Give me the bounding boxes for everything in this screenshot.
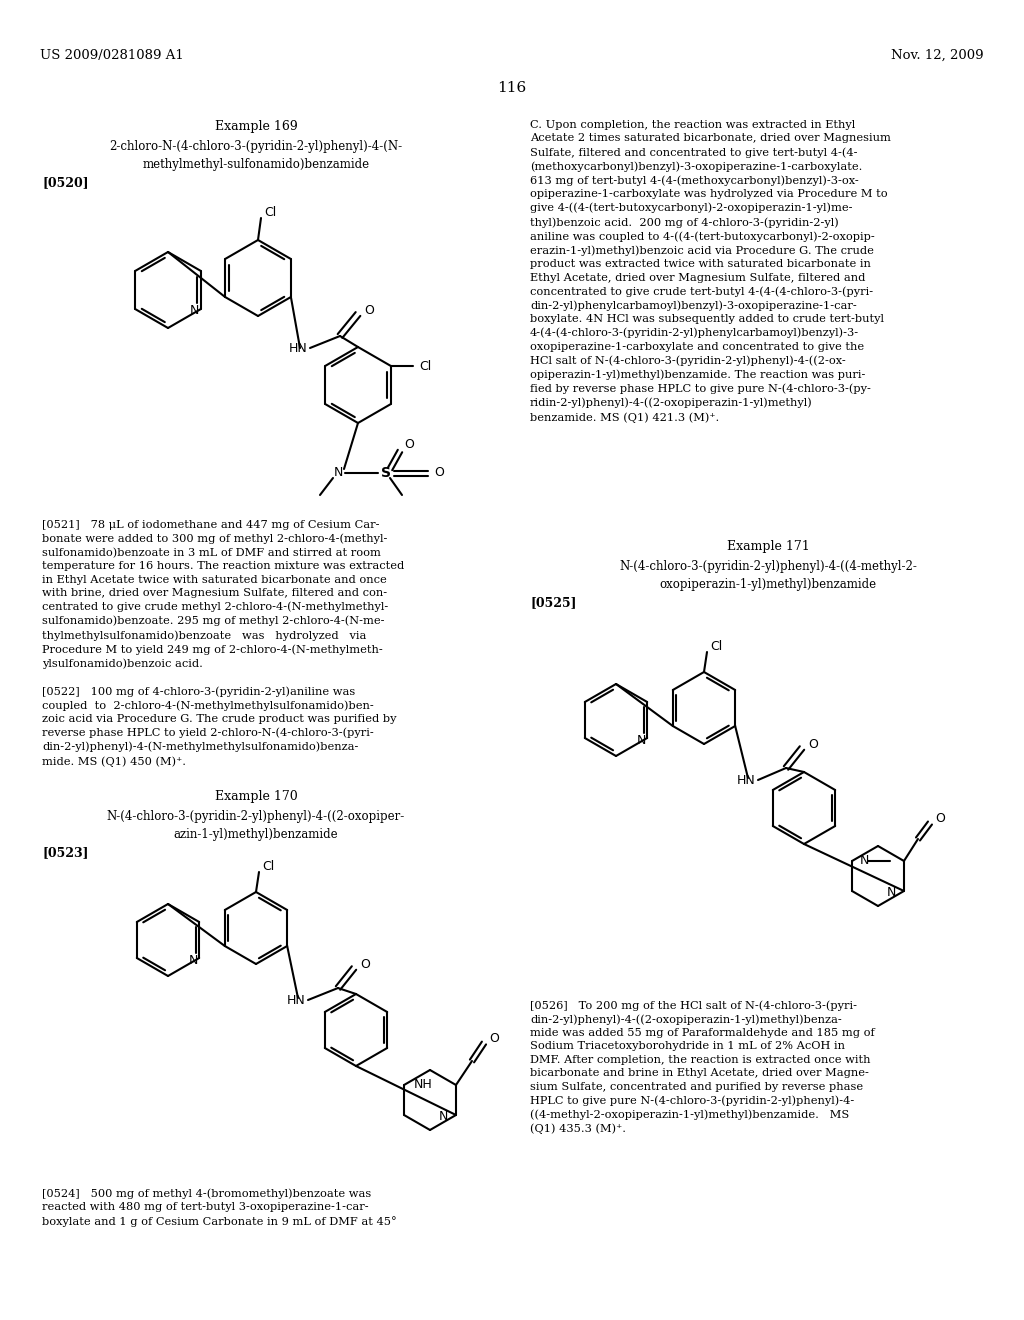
Text: Cl: Cl xyxy=(710,639,722,652)
Text: Example 171: Example 171 xyxy=(727,540,809,553)
Text: Nov. 12, 2009: Nov. 12, 2009 xyxy=(891,49,984,62)
Text: S: S xyxy=(381,466,391,480)
Text: O: O xyxy=(489,1032,499,1045)
Text: HN: HN xyxy=(737,774,756,787)
Text: O: O xyxy=(935,813,945,825)
Text: O: O xyxy=(404,438,414,451)
Text: Example 169: Example 169 xyxy=(215,120,297,133)
Text: azin-1-yl)methyl)benzamide: azin-1-yl)methyl)benzamide xyxy=(174,828,338,841)
Text: O: O xyxy=(808,738,818,751)
Text: N-(4-chloro-3-(pyridin-2-yl)phenyl)-4-((2-oxopiper-: N-(4-chloro-3-(pyridin-2-yl)phenyl)-4-((… xyxy=(106,810,406,822)
Text: O: O xyxy=(434,466,443,479)
Text: Cl: Cl xyxy=(262,859,274,873)
Text: 116: 116 xyxy=(498,81,526,95)
Text: C. Upon completion, the reaction was extracted in Ethyl
Acetate 2 times saturate: C. Upon completion, the reaction was ext… xyxy=(530,120,891,422)
Text: US 2009/0281089 A1: US 2009/0281089 A1 xyxy=(40,49,183,62)
Text: O: O xyxy=(360,957,370,970)
Text: [0525]: [0525] xyxy=(530,597,577,609)
Text: N-(4-chloro-3-(pyridin-2-yl)phenyl)-4-((4-methyl-2-: N-(4-chloro-3-(pyridin-2-yl)phenyl)-4-((… xyxy=(620,560,916,573)
Text: [0524]   500 mg of methyl 4-(bromomethyl)benzoate was
reacted with 480 mg of ter: [0524] 500 mg of methyl 4-(bromomethyl)b… xyxy=(42,1188,396,1226)
Text: N: N xyxy=(860,854,869,867)
Text: HN: HN xyxy=(289,342,308,355)
Text: [0521]   78 μL of iodomethane and 447 mg of Cesium Car-
bonate were added to 300: [0521] 78 μL of iodomethane and 447 mg o… xyxy=(42,520,404,669)
Text: N: N xyxy=(438,1110,447,1123)
Text: Example 170: Example 170 xyxy=(215,789,297,803)
Text: N: N xyxy=(190,305,200,318)
Text: N: N xyxy=(334,466,343,479)
Text: O: O xyxy=(364,304,374,317)
Text: [0522]   100 mg of 4-chloro-3-(pyridin-2-yl)aniline was
coupled  to  2-chloro-4-: [0522] 100 mg of 4-chloro-3-(pyridin-2-y… xyxy=(42,686,396,767)
Text: [0526]   To 200 mg of the HCl salt of N-(4-chloro-3-(pyri-
din-2-yl)phenyl)-4-((: [0526] To 200 mg of the HCl salt of N-(4… xyxy=(530,1001,874,1134)
Text: NH: NH xyxy=(414,1078,433,1092)
Text: [0520]: [0520] xyxy=(42,176,89,189)
Text: Cl: Cl xyxy=(419,359,431,372)
Text: N: N xyxy=(637,734,646,747)
Text: N: N xyxy=(188,953,198,966)
Text: N: N xyxy=(887,887,896,899)
Text: oxopiperazin-1-yl)methyl)benzamide: oxopiperazin-1-yl)methyl)benzamide xyxy=(659,578,877,591)
Text: methylmethyl-sulfonamido)benzamide: methylmethyl-sulfonamido)benzamide xyxy=(142,158,370,172)
Text: [0523]: [0523] xyxy=(42,846,88,859)
Text: Cl: Cl xyxy=(264,206,276,219)
Text: 2-chloro-N-(4-chloro-3-(pyridin-2-yl)phenyl)-4-(N-: 2-chloro-N-(4-chloro-3-(pyridin-2-yl)phe… xyxy=(110,140,402,153)
Text: HN: HN xyxy=(288,994,306,1006)
